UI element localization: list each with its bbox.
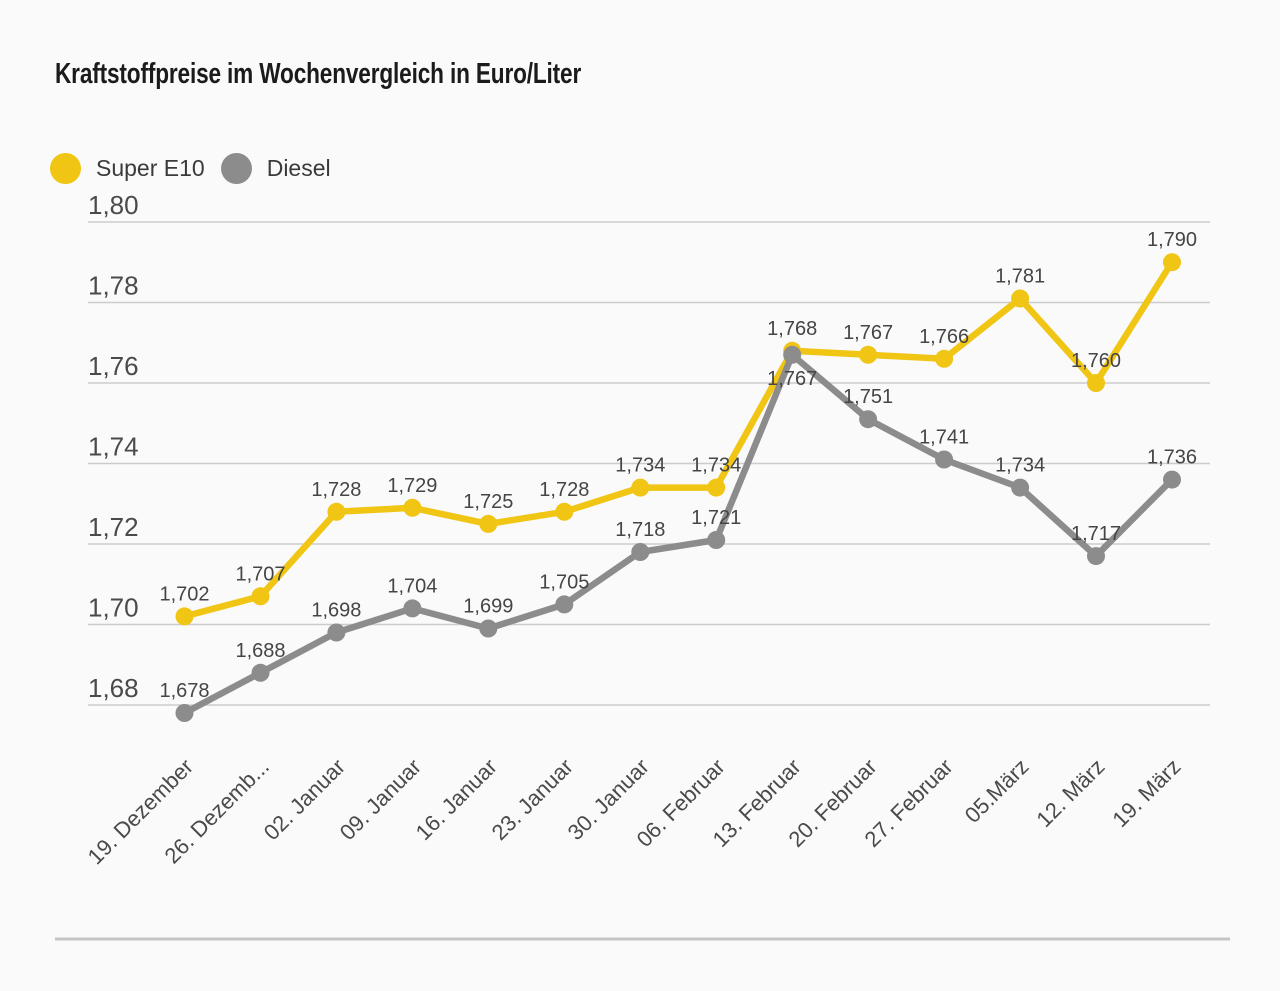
data-point	[555, 595, 574, 614]
data-point	[631, 478, 650, 497]
series-line-diesel	[181, 351, 1176, 717]
data-point	[1163, 470, 1181, 489]
x-axis-label: 16. Januar	[411, 754, 502, 845]
data-point	[783, 345, 802, 364]
data-point	[479, 514, 498, 533]
data-point-label: 1,734	[691, 455, 741, 477]
data-point-label: 1,717	[1071, 523, 1121, 545]
data-point	[935, 450, 954, 469]
data-point	[859, 410, 878, 429]
data-point	[1011, 289, 1030, 308]
data-point	[175, 704, 194, 722]
data-point-label: 1,725	[463, 491, 513, 513]
data-point-label: 1,688	[235, 640, 285, 662]
data-point	[1087, 374, 1105, 392]
y-axis-label: 1,68	[88, 673, 139, 703]
y-axis-label: 1,74	[88, 432, 139, 462]
y-axis-label: 1,80	[88, 190, 139, 220]
data-point-label: 1,728	[311, 479, 361, 501]
legend-item-super-e10: Super E10	[50, 153, 205, 184]
data-point-label: 1,702	[159, 583, 209, 605]
data-point	[1163, 253, 1181, 272]
x-axis-label: 09. Januar	[335, 754, 426, 845]
x-axis-label: 05.März	[960, 754, 1034, 828]
data-point-label: 1,767	[843, 322, 893, 344]
data-point-label: 1,678	[159, 680, 209, 702]
data-point	[935, 349, 954, 368]
data-point-label: 1,699	[463, 596, 513, 618]
data-point	[251, 663, 270, 682]
y-axis-label: 1,78	[88, 271, 139, 301]
data-point-label: 1,734	[615, 455, 665, 477]
data-point	[327, 502, 346, 521]
data-point	[1011, 478, 1030, 497]
data-point-label: 1,736	[1147, 447, 1197, 469]
x-axis-label: 23. Januar	[487, 754, 578, 845]
legend-dot-super-e10-icon	[50, 153, 81, 184]
data-point	[631, 543, 650, 561]
x-axis-label: 12. März	[1031, 754, 1109, 832]
data-point-label: 1,734	[995, 455, 1045, 477]
data-point-label: 1,729	[387, 475, 437, 497]
data-point-label: 1,766	[919, 326, 969, 348]
data-point	[403, 498, 422, 517]
y-axis-label: 1,70	[88, 593, 139, 623]
data-point	[327, 623, 346, 642]
data-point	[251, 587, 270, 606]
data-point	[859, 345, 878, 364]
legend-label-super-e10: Super E10	[96, 155, 205, 181]
legend-dot-diesel-icon	[220, 153, 252, 184]
data-point	[403, 599, 422, 618]
x-axis-label: 02. Januar	[259, 754, 350, 845]
data-point	[707, 531, 726, 549]
series-line-super-e10	[181, 258, 1176, 620]
data-point	[1087, 547, 1105, 566]
data-point	[555, 502, 574, 521]
data-point-label: 1,768	[767, 318, 817, 340]
data-point-label: 1,705	[539, 571, 589, 593]
data-point-label: 1,767	[767, 368, 817, 390]
x-axis-label: 19. März	[1107, 754, 1185, 832]
data-point-label: 1,781	[995, 266, 1045, 288]
legend-label-diesel: Diesel	[266, 155, 331, 181]
data-point-label: 1,760	[1071, 350, 1121, 372]
legend-item-diesel: Diesel	[220, 153, 331, 184]
chart-legend: Super E10 Diesel	[50, 153, 331, 184]
data-point-label: 1,751	[843, 386, 893, 408]
data-point-label: 1,707	[235, 563, 285, 585]
data-point-label: 1,741	[919, 427, 969, 449]
data-point-label: 1,698	[311, 600, 361, 622]
data-point-label: 1,721	[691, 507, 741, 529]
data-point-label: 1,728	[539, 479, 589, 501]
data-point	[707, 478, 726, 497]
chart-title: Kraftstoffpreise im Wochenvergleich in E…	[55, 58, 582, 90]
data-point	[479, 619, 498, 638]
y-axis-label: 1,76	[88, 351, 139, 381]
data-point-label: 1,718	[615, 519, 665, 541]
data-point	[175, 607, 194, 626]
data-point-label: 1,790	[1147, 229, 1197, 251]
data-point-label: 1,704	[387, 575, 437, 597]
y-axis-label: 1,72	[88, 512, 139, 542]
